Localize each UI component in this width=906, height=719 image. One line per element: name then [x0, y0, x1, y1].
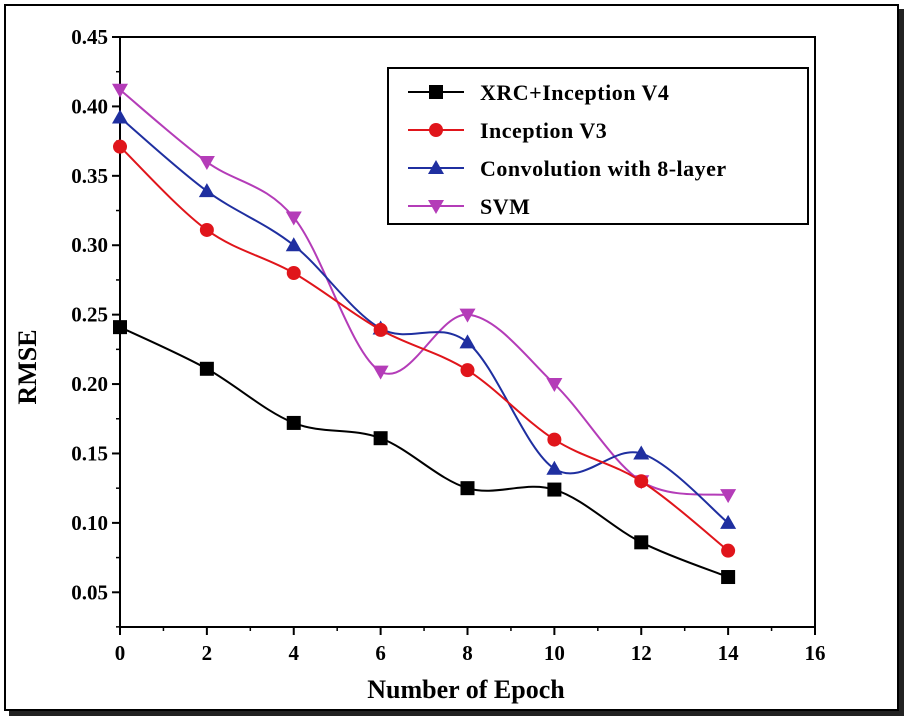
data-point [547, 432, 562, 447]
y-tick-label: 0.40 [71, 94, 108, 118]
data-point [198, 155, 215, 170]
series-line [119, 326, 729, 578]
data-point [199, 361, 214, 376]
legend-item: Convolution with 8-layer [408, 156, 727, 181]
y-tick-label: 0.30 [71, 233, 108, 257]
x-tick-label: 12 [631, 641, 652, 665]
legend-box [387, 67, 809, 225]
data-point [721, 570, 736, 585]
y-axis-title: RMSE [13, 329, 42, 404]
series-inception-v3 [113, 139, 736, 558]
data-point [634, 535, 649, 550]
y-tick-label: 0.10 [71, 511, 108, 535]
x-axis-title: Number of Epoch [367, 675, 565, 704]
data-point [546, 460, 563, 475]
data-point [459, 308, 476, 323]
data-point [113, 320, 127, 335]
x-tick-label: 0 [115, 641, 126, 665]
y-tick-label: 0.45 [71, 25, 108, 49]
legend-marker [429, 123, 443, 137]
legend-marker [429, 85, 443, 99]
legend-label: Convolution with 8-layer [480, 156, 727, 181]
data-point [112, 83, 128, 98]
series-line [119, 116, 729, 524]
x-tick-label: 16 [805, 641, 826, 665]
x-tick-label: 4 [289, 641, 300, 665]
x-tick-label: 10 [544, 641, 565, 665]
series-layer [112, 83, 737, 585]
data-point [373, 322, 388, 337]
legend-item: XRC+Inception V4 [408, 80, 669, 105]
data-point [459, 334, 476, 349]
data-point [460, 363, 475, 378]
data-point [112, 109, 128, 124]
data-point [633, 445, 650, 460]
series-line [119, 88, 729, 497]
y-tick-label: 0.35 [71, 164, 108, 188]
y-tick-label: 0.20 [71, 372, 108, 396]
x-tick-label: 8 [462, 641, 473, 665]
data-point [113, 139, 127, 154]
legend-label: Inception V3 [480, 118, 607, 143]
legend-label: XRC+Inception V4 [480, 80, 669, 105]
series-xrc-inception-v4 [113, 320, 736, 585]
legend-marker [428, 200, 444, 214]
data-point [199, 222, 214, 237]
y-tick-label: 0.25 [71, 303, 108, 327]
data-point [720, 489, 737, 504]
data-point [198, 183, 215, 198]
legend-label: SVM [480, 194, 530, 219]
data-point [372, 365, 389, 380]
data-point [634, 474, 649, 489]
x-tick-label: 14 [718, 641, 740, 665]
series-convolution-with-8-layer [112, 109, 737, 529]
data-point [286, 266, 301, 280]
y-tick-label: 0.15 [71, 441, 108, 465]
data-point [547, 482, 562, 497]
data-point [286, 415, 301, 430]
legend-marker [428, 160, 444, 174]
data-point [285, 237, 302, 252]
legend-item: Inception V3 [408, 118, 607, 143]
data-point [460, 481, 475, 496]
data-point [720, 514, 737, 529]
data-point [546, 378, 563, 393]
ticks: 0 2 4 6 8 10 12 14 16 0.05 0.10 0.15 0.20 0.25 0.30 0.3… [71, 25, 825, 665]
x-tick-label: 6 [375, 641, 386, 665]
data-point [285, 211, 302, 226]
y-tick-label: 0.05 [71, 580, 108, 604]
data-point [373, 431, 388, 446]
data-point [721, 543, 736, 558]
legend: XRC+Inception V4 Inception V3 Convolution … [387, 67, 809, 225]
legend-item: SVM [408, 194, 530, 219]
x-tick-label: 2 [202, 641, 213, 665]
